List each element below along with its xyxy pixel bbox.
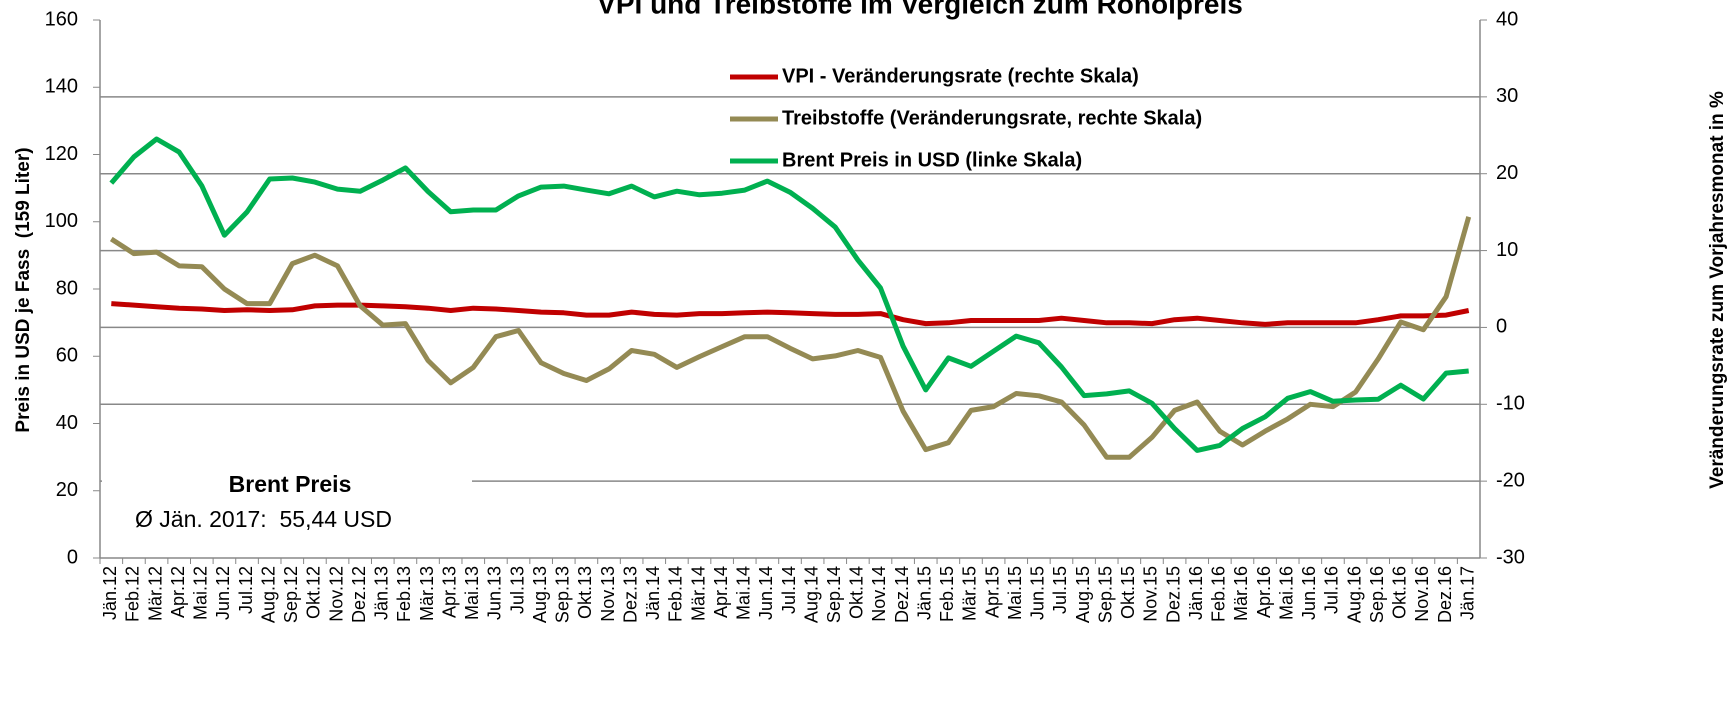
y-axis-title: Preis in USD je Fass (159 Liter) — [13, 147, 34, 432]
x-tick-label: Jun.15 — [1028, 566, 1048, 620]
y-tick-label: 80 — [56, 277, 78, 299]
x-tick-label: Feb.12 — [123, 566, 143, 622]
x-tick-label: Dez.14 — [892, 566, 912, 623]
x-tick-label: Okt.14 — [847, 566, 867, 619]
x-tick-label: Jän.13 — [372, 566, 392, 620]
x-tick-label: Mär.15 — [960, 566, 980, 621]
x-tick-label: Jul.15 — [1050, 566, 1070, 614]
x-tick-label: Nov.14 — [869, 566, 889, 622]
x-tick-label: Jun.14 — [756, 566, 776, 620]
y-tick-label: 60 — [56, 345, 78, 367]
x-tick-label: Feb.16 — [1209, 566, 1229, 622]
x-tick-label: Jun.13 — [485, 566, 505, 620]
x-tick-label: Nov.16 — [1412, 566, 1432, 622]
legend-label: VPI - Veränderungsrate (rechte Skala) — [782, 65, 1139, 87]
x-tick-label: Sep.14 — [824, 566, 844, 623]
y2-tick-label: -30 — [1496, 546, 1525, 568]
x-tick-label: Aug.13 — [530, 566, 550, 623]
x-tick-label: Aug.12 — [258, 566, 278, 623]
x-tick-label: Nov.13 — [598, 566, 618, 622]
x-tick-label: Jän.16 — [1186, 566, 1206, 620]
x-tick-label: Jän.14 — [643, 566, 663, 620]
x-tick-label: Mär.14 — [688, 566, 708, 621]
x-tick-label: Jul.12 — [236, 566, 256, 614]
x-tick-label: Okt.12 — [304, 566, 324, 619]
x-tick-label: Jän.12 — [100, 566, 120, 620]
x-tick-label: Jän.15 — [914, 566, 934, 620]
annotation-text: Ø Jän. 2017: 55,44 USD — [135, 506, 392, 532]
x-tick-label: Okt.15 — [1118, 566, 1138, 619]
x-tick-label: Dez.13 — [620, 566, 640, 623]
x-tick-label: Jul.13 — [507, 566, 527, 614]
y2-tick-label: -20 — [1496, 469, 1525, 491]
x-tick-label: Sep.13 — [553, 566, 573, 623]
x-tick-label: Mai.14 — [734, 566, 754, 620]
x-tick-label: Sep.12 — [281, 566, 301, 623]
x-tick-label: Mär.16 — [1231, 566, 1251, 621]
y-tick-label: 140 — [45, 76, 78, 98]
x-tick-label: Nov.15 — [1141, 566, 1161, 622]
x-tick-label: Nov.12 — [326, 566, 346, 622]
y-tick-label: 100 — [45, 210, 78, 232]
x-tick-label: Jul.16 — [1322, 566, 1342, 614]
x-tick-label: Jul.14 — [779, 566, 799, 614]
x-tick-label: Dez.15 — [1163, 566, 1183, 623]
y2-axis-title: Veränderungsrate zum Vorjahresmonat in % — [1707, 91, 1728, 489]
chart-title: VPI und Treibstoffe im Vergleich zum Roh… — [597, 0, 1243, 19]
series-line — [109, 216, 1472, 460]
x-tick-label: Sep.16 — [1367, 566, 1387, 623]
annotation-box — [102, 470, 472, 550]
x-tick-label: Aug.14 — [801, 566, 821, 623]
x-tick-label: Mär.12 — [145, 566, 165, 621]
y2-tick-label: 40 — [1496, 8, 1518, 30]
x-tick-label: Apr.13 — [439, 566, 459, 618]
y-tick-label: 120 — [45, 143, 78, 165]
x-tick-label: Mai.16 — [1276, 566, 1296, 620]
x-tick-label: Okt.16 — [1390, 566, 1410, 619]
x-tick-label: Jun.12 — [213, 566, 233, 620]
y2-tick-label: 20 — [1496, 162, 1518, 184]
x-tick-label: Apr.14 — [711, 566, 731, 618]
x-tick-label: Sep.15 — [1095, 566, 1115, 623]
x-tick-label: Mai.12 — [191, 566, 211, 620]
x-tick-label: Jän.17 — [1457, 566, 1477, 620]
y-tick-label: 0 — [67, 546, 78, 568]
y-tick-label: 160 — [45, 8, 78, 30]
x-tick-label: Apr.15 — [982, 566, 1002, 618]
y-tick-label: 40 — [56, 412, 78, 434]
legend-label: Treibstoffe (Veränderungsrate, rechte Sk… — [782, 107, 1202, 129]
annotation-title: Brent Preis — [229, 471, 352, 497]
x-tick-label: Dez.12 — [349, 566, 369, 623]
y2-tick-label: -10 — [1496, 393, 1525, 415]
series-line — [109, 136, 1469, 453]
x-tick-label: Feb.14 — [666, 566, 686, 622]
series-line — [111, 301, 1470, 327]
x-tick-label: Aug.15 — [1073, 566, 1093, 623]
y-tick-label: 20 — [56, 479, 78, 501]
y2-tick-label: 10 — [1496, 239, 1518, 261]
y2-tick-label: 30 — [1496, 85, 1518, 107]
x-tick-label: Mai.15 — [1005, 566, 1025, 620]
x-tick-label: Jun.16 — [1299, 566, 1319, 620]
x-tick-label: Feb.15 — [937, 566, 957, 622]
x-tick-label: Feb.13 — [394, 566, 414, 622]
y2-tick-label: 0 — [1496, 316, 1507, 338]
x-tick-label: Apr.16 — [1254, 566, 1274, 618]
annotation: Brent Preis Ø Jän. 2017: 55,44 USD — [102, 470, 472, 550]
x-tick-label: Dez.16 — [1435, 566, 1455, 623]
x-tick-label: Okt.13 — [575, 566, 595, 619]
x-tick-label: Mai.13 — [462, 566, 482, 620]
legend-label: Brent Preis in USD (linke Skala) — [782, 149, 1082, 171]
x-tick-label: Mär.13 — [417, 566, 437, 621]
x-tick-label: Aug.16 — [1344, 566, 1364, 623]
x-tick-label: Apr.12 — [168, 566, 188, 618]
